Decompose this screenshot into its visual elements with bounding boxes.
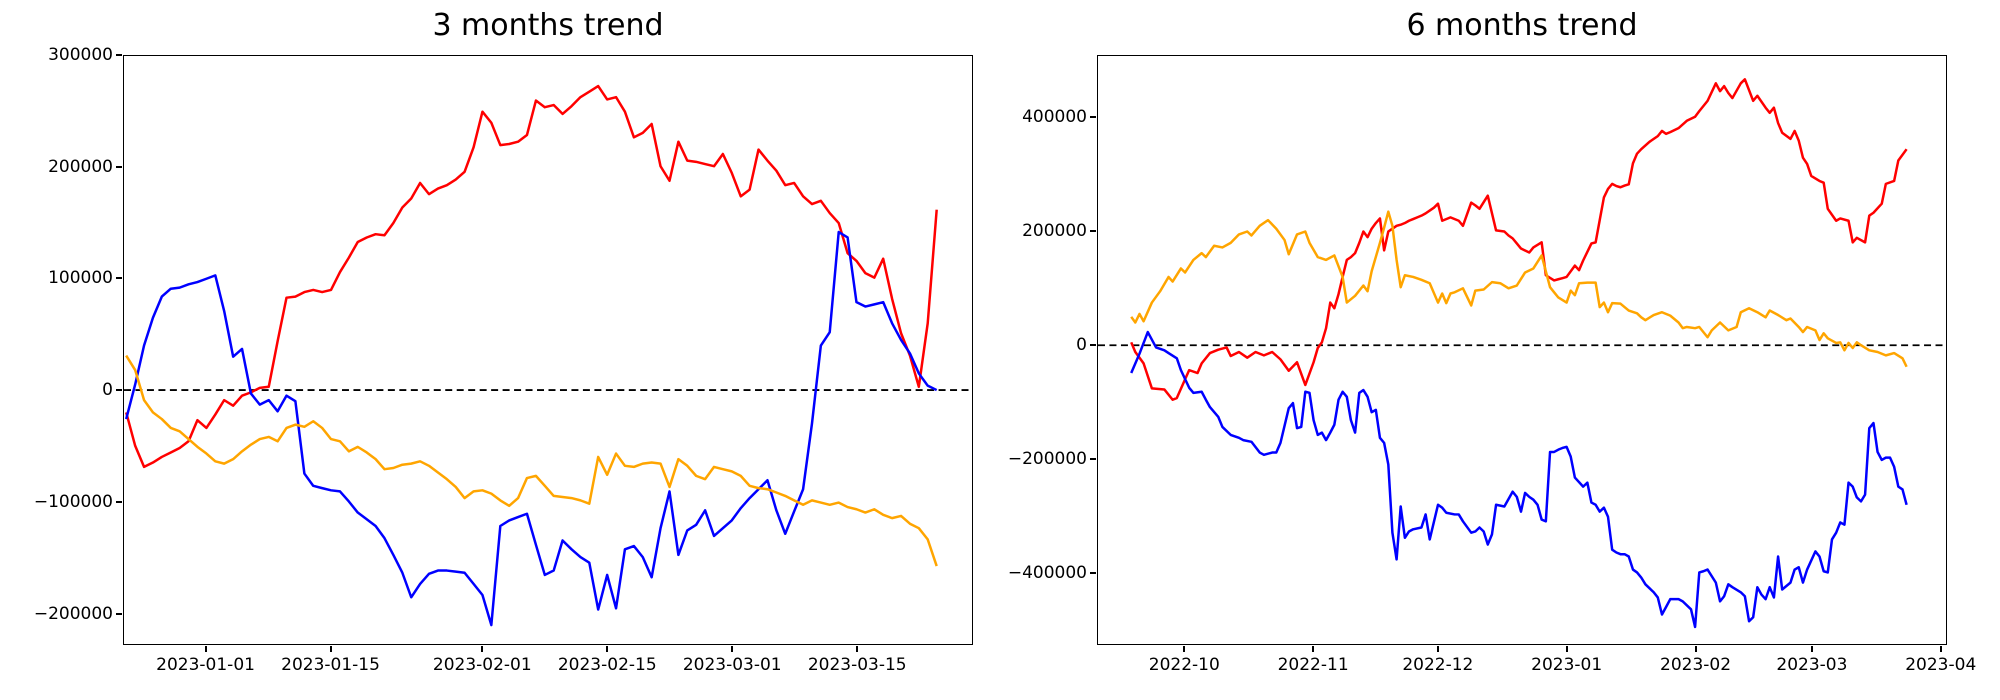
y-tick-mark [1090,230,1096,233]
y-tick-mark [116,277,122,280]
y-tick-mark [116,54,122,56]
x-tick-mark [1312,646,1315,652]
x-tick-mark [481,646,484,652]
x-tick-label: 2022-11 [1277,655,1349,675]
y-tick-mark [1090,572,1096,575]
y-tick-label: 0 [1076,335,1087,356]
x-tick-mark [1939,646,1942,652]
red-series-line [1130,78,1908,401]
y-tick-label: 200000 [1022,221,1087,242]
x-tick-mark [856,646,859,652]
x-tick-mark [1565,646,1568,652]
x-tick-label: 2022-10 [1148,655,1220,675]
y-tick-mark [116,500,122,503]
y-tick-label: 100000 [48,268,113,289]
y-tick-mark [116,389,122,392]
y-tick-label: 300000 [48,45,113,65]
x-tick-label: 2023-01-01 [156,655,255,675]
y-tick-mark [1090,344,1096,347]
blue-series-line [1130,330,1908,629]
y-tick-label: −200000 [33,603,113,624]
x-tick-label: 2023-02-15 [557,655,657,675]
x-tick-mark [606,646,609,652]
x-tick-mark [1810,646,1813,652]
plot-svg-3-months [124,84,972,627]
y-tick-mark [1090,116,1096,119]
x-tick-label: 2023-02-01 [432,655,532,675]
x-tick-label: 2023-01 [1531,655,1603,675]
y-tick-label: −200000 [1007,449,1087,470]
y-tick-mark [1090,458,1096,461]
blue-series-line [124,230,938,627]
x-tick-label: 2023-03-15 [807,655,907,675]
x-tick-label: 2023-03-01 [682,655,782,675]
x-tick-label: 2023-01-15 [281,655,380,675]
plot-area-6-months [1097,55,1947,645]
chart-title-6-months: 6 months trend [1406,8,1638,43]
x-tick-label: 2022-12 [1402,655,1474,675]
red-series-line [124,84,938,469]
y-tick-label: −100000 [33,491,113,512]
orange-series-line [1130,210,1908,368]
x-tick-label: 2023-02 [1660,655,1732,675]
orange-series-line [125,354,938,567]
x-tick-mark [329,646,332,652]
x-tick-label: 2023-03 [1776,655,1848,675]
y-tick-label: 200000 [48,156,113,177]
y-tick-label: 0 [102,380,113,401]
x-tick-mark [204,646,207,652]
y-tick-mark [116,612,122,615]
x-tick-mark [1436,646,1439,652]
y-tick-label: −400000 [1007,563,1087,584]
plot-svg-6-months [1098,78,1946,629]
plot-area-3-months [123,55,973,645]
x-tick-mark [731,646,734,652]
x-tick-mark [1183,646,1186,652]
x-tick-label: 2023-04 [1905,655,1977,675]
y-tick-mark [116,165,122,168]
y-tick-label: 400000 [1022,107,1087,128]
chart-title-3-months: 3 months trend [432,8,664,43]
x-tick-mark [1694,646,1697,652]
